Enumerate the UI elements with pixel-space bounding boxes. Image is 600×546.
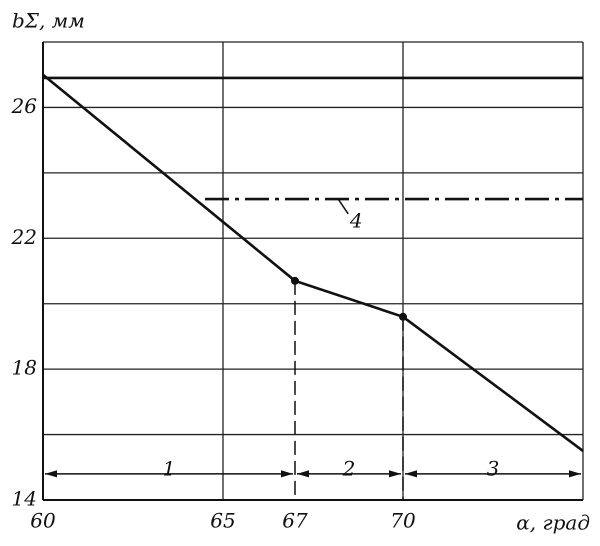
x-tick-label: 65 [210,509,235,533]
region-label: 1 [163,456,176,480]
x-axis-label: α, град [516,511,590,535]
region-label: 2 [342,456,356,480]
x-tick-label: 67 [282,509,308,533]
x-tick-label: 70 [390,509,416,533]
region-label: 3 [487,456,500,480]
y-tick-label: 22 [11,225,37,249]
x-tick-label: 60 [30,509,56,533]
data-line [42,73,584,452]
y-tick-label: 18 [12,356,37,380]
y-axis-label: bΣ, мм [12,9,85,33]
annotation-leader [337,198,349,215]
data-point [291,276,299,285]
data-point [399,312,407,321]
annotation: 4 [349,208,363,232]
y-tick-label: 26 [11,94,38,118]
y-tick-label: 14 [12,487,37,511]
